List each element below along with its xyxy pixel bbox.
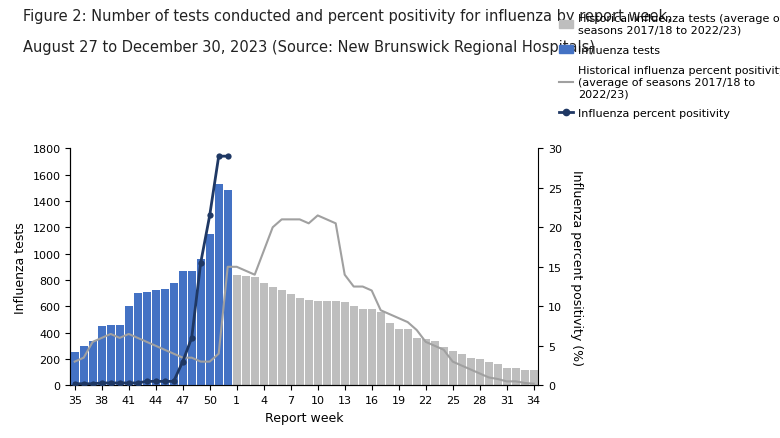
Bar [476, 359, 484, 385]
Bar [287, 295, 295, 385]
Bar [107, 326, 115, 385]
Bar [377, 312, 385, 385]
Bar [305, 300, 313, 385]
Bar [296, 299, 303, 385]
Bar [80, 346, 87, 385]
Text: Figure 2: Number of tests conducted and percent positivity for influenza by repo: Figure 2: Number of tests conducted and … [23, 9, 672, 24]
Bar [116, 325, 123, 385]
Bar [125, 307, 133, 385]
Bar [152, 291, 160, 385]
Bar [467, 358, 474, 385]
Bar [269, 287, 277, 385]
Bar [197, 259, 204, 385]
Bar [98, 326, 105, 385]
Bar [359, 309, 367, 385]
Bar [323, 301, 331, 385]
Bar [215, 184, 222, 385]
Bar [341, 303, 349, 385]
Bar [71, 353, 79, 385]
Bar [224, 191, 232, 385]
Bar [188, 271, 196, 385]
Bar [440, 347, 448, 385]
Bar [179, 271, 186, 385]
Bar [458, 354, 466, 385]
Bar [170, 283, 178, 385]
X-axis label: Report week: Report week [265, 411, 343, 424]
Bar [404, 329, 412, 385]
Bar [413, 338, 420, 385]
Bar [350, 307, 357, 385]
Bar [494, 364, 502, 385]
Bar [521, 370, 529, 385]
Bar [368, 309, 375, 385]
Bar [503, 368, 511, 385]
Bar [314, 301, 321, 385]
Bar [386, 324, 394, 385]
Bar [143, 292, 151, 385]
Bar [278, 291, 285, 385]
Bar [161, 290, 168, 385]
Bar [332, 301, 339, 385]
Text: August 27 to December 30, 2023 (Source: New Brunswick Regional Hospitals): August 27 to December 30, 2023 (Source: … [23, 39, 595, 54]
Y-axis label: Influenza tests: Influenza tests [14, 222, 27, 313]
Bar [422, 339, 430, 385]
Bar [512, 368, 519, 385]
Bar [260, 283, 268, 385]
Bar [134, 293, 141, 385]
Bar [233, 275, 240, 385]
Legend: Historical influenza tests (average of
seasons 2017/18 to 2022/23), Influenza te: Historical influenza tests (average of s… [559, 14, 780, 119]
Bar [242, 276, 250, 385]
Bar [206, 234, 214, 385]
Y-axis label: Influenza percent positivity (%): Influenza percent positivity (%) [570, 170, 583, 365]
Bar [448, 351, 456, 385]
Bar [395, 329, 402, 385]
Bar [485, 362, 492, 385]
Bar [530, 370, 537, 385]
Bar [431, 341, 438, 385]
Bar [89, 341, 97, 385]
Bar [251, 278, 258, 385]
